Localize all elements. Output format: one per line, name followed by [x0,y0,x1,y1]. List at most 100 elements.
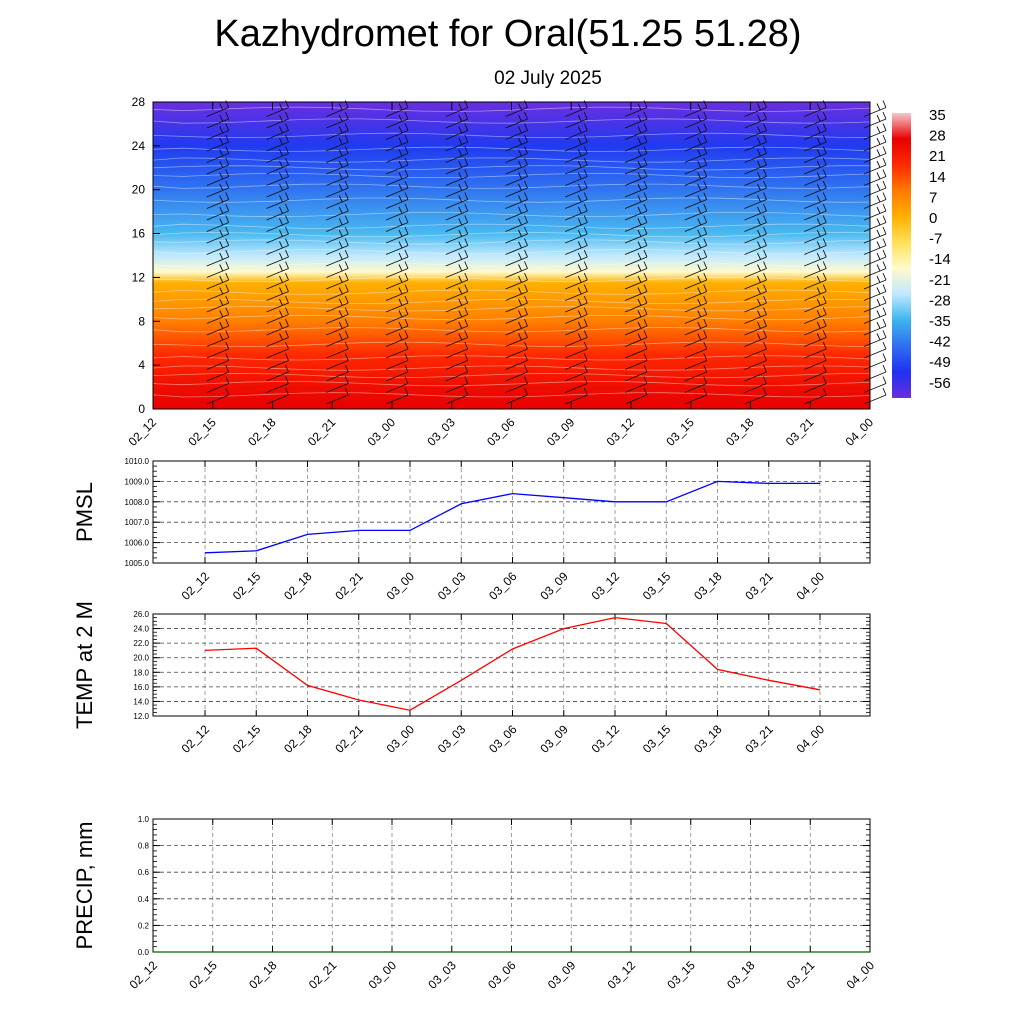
wind-barb [206,249,230,267]
series-line [204,480,820,554]
wind-barb [206,226,230,244]
wind-barb [863,284,887,301]
x-tick-label: 02_18 [281,722,315,756]
colorbar: 35 28 21 14 7 0 -7 -14 -21 -28 -35 -42 -49 -56 [892,107,951,398]
wind-barb [385,215,409,232]
y-tick-label: 4 [138,358,145,372]
x-tick-label: 03_21 [784,958,818,992]
wind-barb [445,192,469,209]
wind-barb [684,215,708,232]
x-tick-label: 02_21 [332,722,366,756]
y-tick-label: 18.0 [133,668,149,677]
wind-barb [326,341,349,359]
colorbar-label: -49 [929,354,951,371]
wind-barb [744,111,767,129]
y-tick-label: 16 [132,227,146,241]
wind-barb [505,134,528,152]
x-tick-label: 03_15 [664,958,698,992]
wind-barb [266,318,289,336]
wind-barb [385,111,409,129]
wind-barb [624,341,648,359]
wind-barb [565,111,588,129]
wind-barb [565,330,588,347]
contour-line [152,380,871,387]
wind-barb [744,169,767,186]
x-tick-label: 03_21 [742,569,776,603]
wind-barb [684,353,708,370]
y-tick-label: 0 [138,402,145,416]
wind-barb [804,226,827,244]
wind-barb [744,203,767,221]
wind-barb [624,238,648,255]
wind-barb [863,134,887,152]
wind-barb [385,307,409,324]
wind-barb [445,330,469,347]
wind-barb [505,261,528,278]
wind-barb [326,238,349,255]
wind-barb [505,157,528,175]
wind-barb [565,192,588,209]
x-tick-label: 04_00 [844,958,878,992]
wind-barb [684,376,708,393]
wind-barb [863,364,887,382]
x-tick-label: 02_15 [230,722,264,756]
plot-frame [152,460,871,564]
wind-barb [804,284,827,301]
contour-line [152,118,871,124]
wind-barb [863,307,887,324]
wind-barb [804,146,827,163]
wind-barb [744,134,767,152]
y-tick-label: 20 [132,183,146,197]
contour-line [152,239,871,245]
wind-barb [206,387,230,405]
wind-barb [744,330,767,347]
wind-barb [326,134,349,152]
wind-barb [624,203,648,221]
wind-barb [684,169,708,186]
wind-barb [266,134,289,152]
x-tick-label: 03_12 [604,415,638,449]
x-tick-label: 02_18 [281,569,315,603]
wind-barb [326,226,349,244]
wind-barb [863,353,887,370]
wind-barb [744,261,767,278]
wind-barb [744,238,767,255]
wind-barb [684,238,708,255]
y-tick-label: 1010.0 [125,457,150,466]
wind-barb [624,272,648,290]
wind-barb [565,249,588,267]
wind-barb [684,330,708,347]
wind-barb [684,307,708,324]
wind-barb [445,387,469,405]
wind-barb [744,180,767,198]
wind-barb [445,203,469,221]
wind-barb [326,376,349,393]
precip-panel: 0.0 0.2 0.4 0.6 0.8 1.0 02_12 02_15 02_18 02_21 03… [72,815,877,992]
wind-barb [624,353,648,370]
wind-barb [445,111,469,129]
y-tick-label: 1009.0 [125,477,150,486]
wind-barb [863,318,887,336]
wind-barb [385,192,409,209]
contour-line [152,211,871,218]
wind-barb [744,341,767,359]
wind-barb [624,376,648,393]
wind-barb [206,238,230,255]
colorbar-label: 0 [929,210,937,227]
wind-barb [385,284,409,301]
wind-barb [624,364,648,382]
colorbar-label: -35 [929,313,951,330]
wind-barb [326,249,349,267]
contour-line [152,289,871,295]
wind-barb [505,192,528,209]
y-tick-label: 12.0 [133,712,149,721]
y-tick-label: 28 [132,95,146,109]
wind-barb [684,180,708,198]
colorbar-label: 21 [929,148,946,165]
contour-line [152,197,871,203]
colorbar-label: 14 [929,169,946,186]
wind-barb [445,353,469,370]
x-tick-label: 04_00 [794,569,828,603]
wind-barb [445,215,469,232]
x-tick-label: 03_03 [435,722,469,756]
